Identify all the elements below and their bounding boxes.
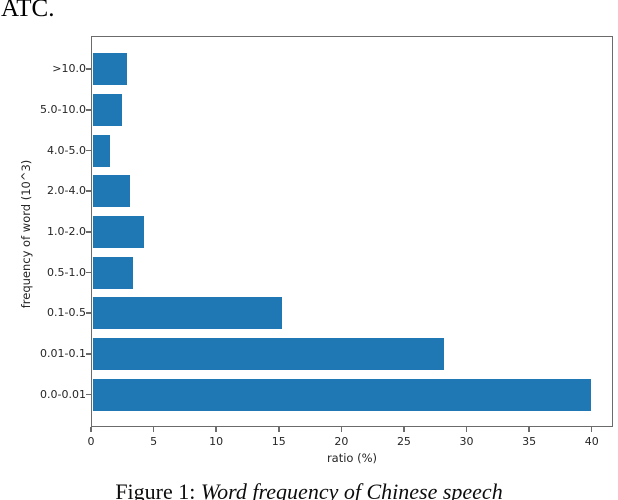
x-tick-label: 10 — [209, 435, 224, 448]
bar-row — [93, 49, 612, 90]
y-axis-title: frequency of word (10^3) — [19, 159, 33, 309]
x-tick-label: 40 — [584, 435, 599, 448]
y-tick-mark — [86, 190, 91, 192]
x-tick-mark — [90, 427, 92, 432]
figure-caption-title: Word frequency of Chinese speech — [200, 479, 503, 500]
x-tick-mark — [465, 427, 468, 432]
bar-row — [93, 293, 612, 334]
y-tick-label: 0.01-0.1 — [40, 347, 86, 360]
bar-row — [93, 130, 612, 171]
bar-0.5-1.0 — [93, 256, 133, 289]
y-tick-mark — [86, 312, 91, 314]
x-tick-mark — [403, 427, 405, 432]
body-text-fragment: ATC. — [1, 0, 55, 22]
x-tick-mark — [590, 427, 593, 432]
y-tick-label: 1.0-2.0 — [47, 225, 86, 238]
x-tick-mark — [215, 427, 217, 432]
x-tick-label: 30 — [459, 435, 474, 448]
x-tick-label: 15 — [271, 435, 286, 448]
figure-caption-prefix: Figure 1: — [115, 479, 201, 500]
y-tick-label: 0.1-0.5 — [47, 306, 86, 320]
y-tick-mark — [86, 109, 91, 111]
y-tick-label: 0.0-0.01 — [40, 387, 86, 401]
y-tick-mark — [86, 393, 91, 396]
bar-row — [93, 212, 612, 253]
y-tick-label: >10.0 — [52, 62, 86, 76]
bar-0.0-0.01 — [93, 378, 591, 411]
y-tick-mark — [86, 68, 91, 70]
y-tick-mark — [86, 353, 91, 355]
bar-row — [93, 334, 612, 375]
figure-caption: Figure 1: Word frequency of Chinese spee… — [0, 481, 618, 500]
bar-1.0-2.0 — [93, 216, 145, 249]
y-tick-label: 2.0-4.0 — [47, 184, 86, 198]
x-tick-mark — [528, 427, 530, 432]
x-tick-label: 35 — [522, 435, 537, 448]
x-tick-label: 5 — [150, 435, 158, 448]
y-tick-mark — [86, 271, 91, 274]
figure-1-chart: >10.0 5.0-10.0 4.0-5.0 2.0-4.0 1.0-2.0 0.5-1.… — [19, 36, 613, 465]
bar-4.0-5.0 — [93, 134, 111, 167]
bar-row — [93, 90, 612, 131]
x-axis-title: ratio (%) — [326, 451, 378, 465]
y-tick-mark — [86, 149, 91, 152]
x-tick-label: 0 — [87, 435, 95, 448]
bar-0.01-0.1 — [93, 338, 444, 371]
bar-row — [93, 374, 612, 415]
x-tick-mark — [278, 427, 280, 432]
x-tick-mark — [340, 427, 343, 432]
x-tick-label: 25 — [396, 435, 411, 448]
bar-row — [93, 171, 612, 212]
bar-row — [93, 252, 612, 293]
y-tick-label: 5.0-10.0 — [40, 103, 86, 116]
bar-5.0-10.0 — [93, 94, 122, 126]
x-tick-mark — [152, 427, 155, 432]
bar-0.1-0.5 — [93, 297, 283, 330]
bar-2.0-4.0 — [93, 175, 131, 208]
y-tick-mark — [86, 231, 91, 233]
y-tick-label: 4.0-5.0 — [47, 143, 86, 157]
x-tick-label: 20 — [334, 435, 349, 448]
bars-container — [93, 36, 612, 427]
y-tick-label: 0.5-1.0 — [47, 265, 86, 279]
bar->10.0 — [93, 53, 127, 86]
